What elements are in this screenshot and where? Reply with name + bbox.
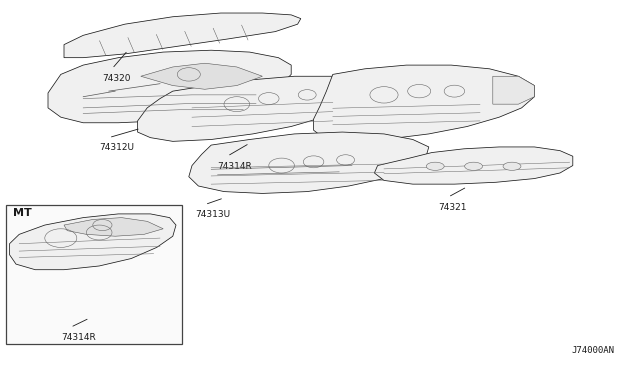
Ellipse shape (503, 162, 521, 170)
Text: 74313U: 74313U (195, 210, 230, 219)
Polygon shape (10, 214, 176, 270)
Ellipse shape (426, 162, 444, 170)
Polygon shape (138, 76, 368, 141)
Polygon shape (314, 65, 534, 141)
Polygon shape (64, 218, 163, 236)
Text: J74000AN: J74000AN (572, 346, 614, 355)
Text: 74312U: 74312U (99, 143, 134, 152)
Text: 74321: 74321 (438, 203, 467, 212)
Text: 74314R: 74314R (218, 162, 252, 171)
Polygon shape (493, 76, 534, 104)
Bar (6, 205, 182, 344)
Text: 74320: 74320 (102, 74, 131, 83)
Polygon shape (48, 50, 291, 123)
Text: 74314R: 74314R (61, 333, 95, 342)
Ellipse shape (465, 162, 483, 170)
Polygon shape (141, 63, 262, 89)
Polygon shape (189, 132, 429, 193)
Polygon shape (374, 147, 573, 184)
Text: MT: MT (13, 208, 31, 218)
Polygon shape (64, 13, 301, 58)
